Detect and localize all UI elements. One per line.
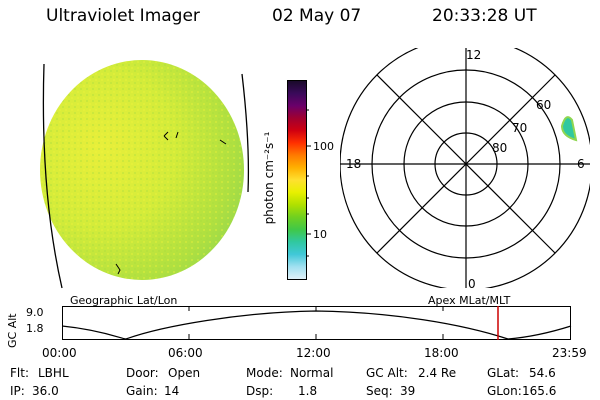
polar-label-60: 60 [536, 98, 552, 112]
status-gcalt-label: GC Alt: [366, 366, 408, 380]
polar-label-0: 0 [468, 277, 476, 291]
status-seq-label: Seq: [366, 384, 393, 398]
status-gain-value: 14 [164, 384, 180, 398]
status-flt-label: Flt: [10, 366, 29, 380]
status-flt-value: LBHL [38, 366, 69, 380]
orbit-x-tick-4: 23:59 [552, 346, 587, 360]
status-mode-value: Normal [290, 366, 334, 380]
status-gain-label: Gain: [126, 384, 158, 398]
status-dsp-value: 1.8 [298, 384, 318, 398]
polar-label-80: 80 [492, 141, 508, 155]
orbit-x-tick-3: 18:00 [424, 346, 459, 360]
colorbar-tick-100: 100 [313, 140, 334, 153]
limb-line-left [42, 63, 63, 289]
status-door-label: Door: [126, 366, 159, 380]
orbit-right-title: Apex MLat/MLT [428, 294, 511, 307]
colorbar-unit-label: photon cm⁻²s⁻¹ [262, 131, 276, 225]
status-seq-value: 39 [400, 384, 416, 398]
polar-plot [340, 48, 590, 288]
colorbar-tick-10: 10 [313, 228, 327, 241]
colorbar [287, 80, 307, 280]
polar-label-18: 18 [346, 157, 362, 171]
uv-image [40, 60, 250, 289]
status-door-value: Open [168, 366, 201, 380]
orbit-ylabel: GC Alt [6, 313, 19, 348]
polar-label-6: 6 [577, 157, 585, 171]
time-readout: 20:33:28 UT [432, 6, 537, 26]
orbit-x-tick-1: 06:00 [168, 346, 203, 360]
status-glon-label: GLon: [487, 384, 522, 398]
polar-label-12: 12 [466, 48, 482, 62]
orbit-x-tick-0: 00:00 [42, 346, 77, 360]
status-ip-label: IP: [10, 384, 25, 398]
orbit-y-top: 9.0 [26, 306, 44, 319]
colorbar-ticks [306, 109, 311, 257]
orbit-plot [62, 306, 572, 340]
coast-marks [163, 131, 179, 141]
status-mode-label: Mode: [246, 366, 283, 380]
aurora-patch [560, 116, 578, 142]
polar-label-70: 70 [512, 121, 528, 135]
status-glat-label: GLat: [487, 366, 520, 380]
orbit-x-tick-2: 12:00 [296, 346, 331, 360]
limb-line-right [241, 73, 250, 193]
orbit-left-title: Geographic Lat/Lon [70, 294, 178, 307]
status-glat-value: 54.6 [529, 366, 556, 380]
date-readout: 02 May 07 [272, 6, 362, 26]
status-glon-value: 165.6 [522, 384, 557, 398]
orbit-y-bottom: 1.8 [26, 322, 44, 335]
status-gcalt-value: 2.4 Re [418, 366, 457, 380]
status-dsp-label: Dsp: [246, 384, 274, 398]
instrument-title: Ultraviolet Imager [46, 6, 200, 26]
status-ip-value: 36.0 [32, 384, 59, 398]
